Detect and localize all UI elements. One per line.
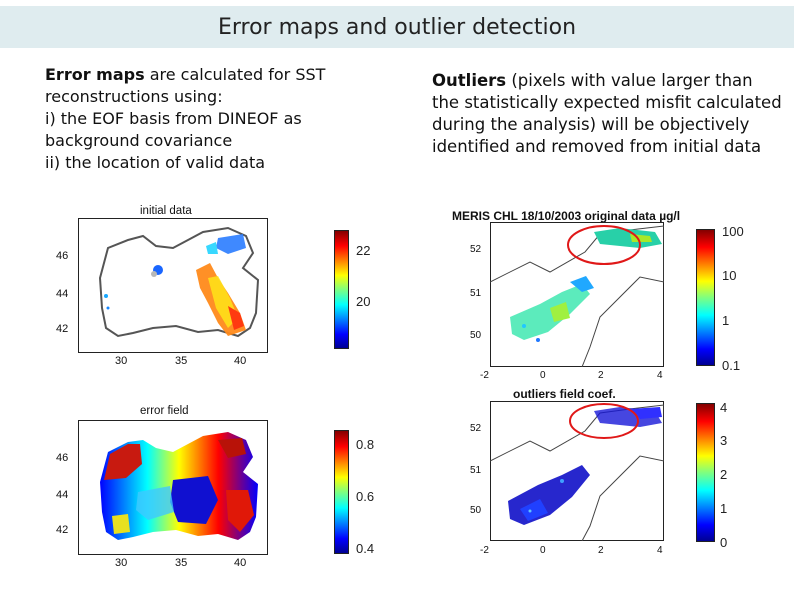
- outliers-x-tick: 4: [657, 545, 663, 556]
- outliers-x-tick: 2: [598, 545, 604, 556]
- outliers-y-tick: 50: [470, 505, 482, 516]
- outliers-colorbar-tick: 4: [720, 400, 728, 415]
- error-colorbar: [334, 430, 349, 554]
- left-description-line3: ii) the location of valid data: [45, 153, 266, 172]
- error-colorbar-tick: 0.8: [356, 437, 375, 452]
- left-description-bold: Error maps: [45, 65, 145, 84]
- meris-x-tick: -2: [480, 370, 489, 381]
- right-description-rest: (pixels with value larger than the stati…: [432, 71, 782, 156]
- initial-map-title: initial data: [140, 205, 192, 217]
- initial-x-tick: 30: [115, 355, 128, 367]
- outliers-field-map: [490, 401, 664, 541]
- left-description-line2: i) the EOF basis from DINEOF as backgrou…: [45, 109, 302, 150]
- outliers-colorbar-tick: 1: [720, 501, 728, 516]
- initial-y-tick: 42: [56, 323, 69, 335]
- outliers-circle: [569, 403, 639, 439]
- outliers-colorbar-tick: 2: [720, 467, 728, 482]
- outliers-y-tick: 51: [470, 465, 482, 476]
- initial-y-tick: 44: [56, 288, 69, 300]
- outliers-x-tick: -2: [480, 545, 489, 556]
- title-band: [0, 6, 794, 48]
- initial-colorbar: [334, 230, 349, 349]
- error-field-map: [78, 420, 268, 555]
- outliers-y-tick: 52: [470, 423, 482, 434]
- error-y-tick: 44: [56, 489, 69, 501]
- error-colorbar-tick: 0.6: [356, 489, 375, 504]
- initial-colorbar-tick: 20: [356, 294, 371, 309]
- meris-colorbar-tick: 1: [722, 313, 730, 328]
- meris-outlier-circle: [567, 225, 641, 265]
- error-colorbar-tick: 0.4: [356, 541, 375, 556]
- meris-x-tick: 2: [598, 370, 604, 381]
- initial-x-tick: 35: [175, 355, 188, 367]
- error-map-title: error field: [140, 405, 189, 417]
- right-description: Outliers (pixels with value larger than …: [432, 70, 782, 158]
- right-description-bold: Outliers: [432, 71, 507, 90]
- initial-data-map: [78, 218, 268, 353]
- meris-colorbar: [696, 229, 715, 366]
- meris-x-tick: 0: [540, 370, 546, 381]
- error-y-tick: 42: [56, 524, 69, 536]
- outliers-x-tick: 0: [540, 545, 546, 556]
- initial-x-tick: 40: [234, 355, 247, 367]
- initial-colorbar-tick: 22: [356, 243, 371, 258]
- left-description-rest: are calculated for SST reconstructions u…: [45, 65, 326, 106]
- meris-chl-map: [490, 222, 664, 367]
- meris-map-title: MERIS CHL 18/10/2003 original data µg/l: [452, 209, 681, 223]
- outliers-colorbar-tick: 0: [720, 535, 728, 550]
- error-x-tick: 35: [175, 557, 188, 569]
- meris-x-tick: 4: [657, 370, 663, 381]
- error-x-tick: 40: [234, 557, 247, 569]
- outliers-colorbar-tick: 3: [720, 433, 728, 448]
- meris-y-tick: 52: [470, 244, 482, 255]
- error-y-tick: 46: [56, 452, 69, 464]
- outliers-colorbar: [696, 403, 715, 542]
- meris-colorbar-tick: 0.1: [722, 358, 741, 373]
- error-x-tick: 30: [115, 557, 128, 569]
- meris-y-tick: 51: [470, 288, 482, 299]
- outliers-map-title: outliers field coef.: [513, 387, 616, 401]
- initial-y-tick: 46: [56, 250, 69, 262]
- meris-colorbar-tick: 100: [722, 224, 744, 239]
- slide-title: Error maps and outlier detection: [217, 15, 577, 40]
- left-description: Error maps are calculated for SST recons…: [45, 64, 385, 174]
- meris-y-tick: 50: [470, 330, 482, 341]
- meris-colorbar-tick: 10: [722, 268, 737, 283]
